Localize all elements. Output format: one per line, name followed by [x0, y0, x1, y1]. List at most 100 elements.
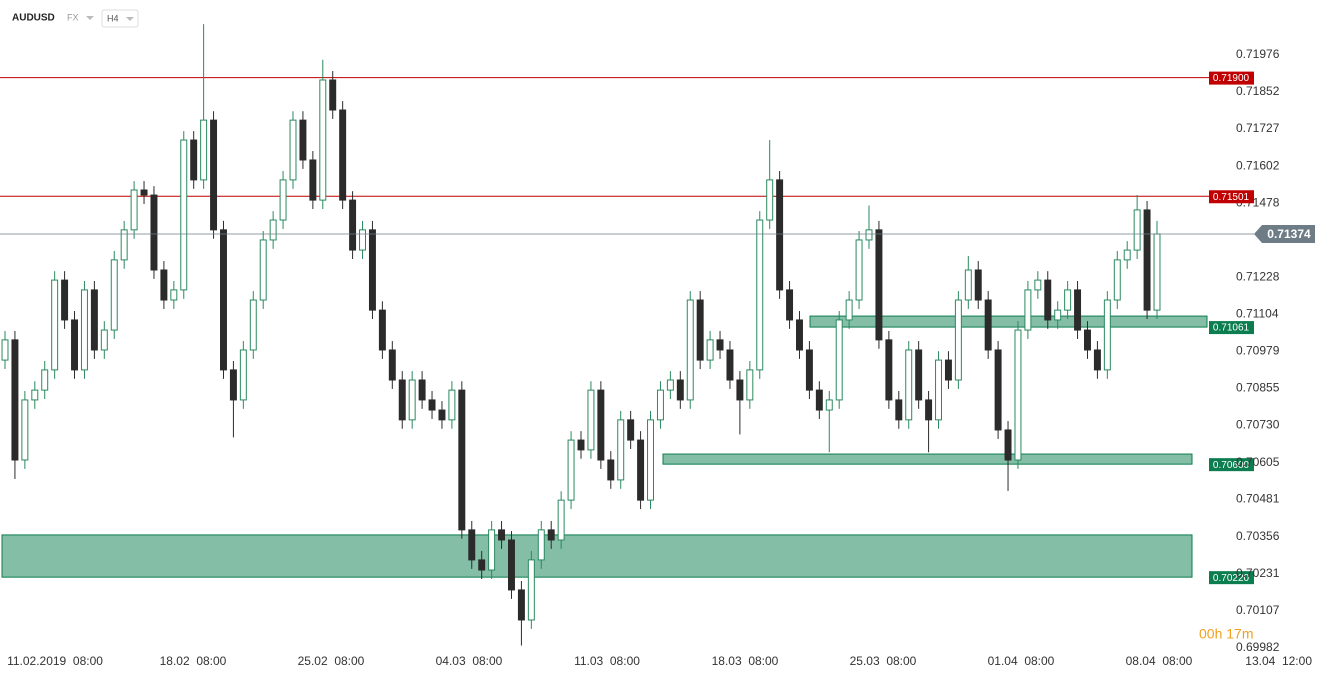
candle-body [160, 269, 168, 301]
candle-body [845, 299, 853, 321]
candle-body [1064, 289, 1072, 311]
candle-body [438, 409, 446, 421]
candle-body [448, 389, 456, 421]
candle-body [508, 539, 515, 591]
candle-body [71, 319, 78, 371]
zone-tag-label: 0.71061 [1213, 323, 1250, 334]
interval[interactable]: H4 [107, 13, 119, 23]
timer: 00h 17m [1199, 626, 1253, 642]
y-tick-label: 0.71852 [1236, 84, 1280, 98]
candle-body [706, 339, 714, 361]
x-tick-label: 04.03 08:00 [436, 654, 503, 668]
zone [1, 534, 1193, 578]
symbol: AUDUSD [12, 13, 55, 24]
candle-body [786, 289, 794, 321]
x-tick-label: 11.02.2019 08:00 [7, 654, 103, 668]
candle-body [974, 269, 982, 301]
candle-body [1084, 329, 1091, 351]
candle-body [607, 459, 615, 481]
x-tick-label: 11.03 08:00 [574, 654, 640, 668]
y-tick-label: 0.71228 [1236, 270, 1280, 284]
candle-body [557, 499, 565, 541]
y-tick-label: 0.70979 [1236, 344, 1280, 358]
candle-body [1034, 279, 1042, 291]
candle-body [120, 229, 128, 261]
candle-body [1014, 329, 1022, 461]
candle-body [51, 279, 59, 371]
level-tag [1209, 71, 1254, 85]
candle-body [388, 349, 396, 381]
candle-body [637, 439, 645, 501]
candle-body [80, 289, 88, 371]
candle-body [349, 199, 357, 251]
candle-body [329, 79, 337, 111]
current-price-label: 0.71374 [1267, 227, 1311, 241]
candle-body [359, 229, 366, 251]
zone-tag-label: 0.70220 [1213, 573, 1250, 584]
candle-body [686, 299, 694, 401]
y-tick-label: 0.70481 [1236, 492, 1280, 506]
x-tick-label: 25.02 08:00 [298, 654, 365, 668]
candle-body [418, 379, 426, 401]
candle-body [220, 229, 227, 371]
candle-body [140, 189, 148, 196]
candle-body [835, 319, 843, 401]
candle-body [736, 379, 744, 401]
y-tick-label: 0.70231 [1236, 566, 1280, 580]
y-tick-label: 0.71602 [1236, 158, 1280, 172]
level-tag [1209, 190, 1254, 204]
candle-body [31, 389, 39, 401]
candle-body [239, 349, 247, 401]
candle-body [587, 389, 595, 451]
candle-body [1044, 279, 1052, 321]
candle-body [964, 269, 972, 301]
candle-body [1054, 309, 1062, 321]
candle-body [1123, 249, 1131, 261]
candle-body [1004, 429, 1012, 461]
x-tick-label: 13.04 12:00 [1245, 654, 1312, 668]
y-tick-label: 0.71727 [1236, 121, 1280, 135]
candle-body [855, 239, 863, 301]
candle-body [895, 399, 903, 421]
candle-body [90, 289, 98, 351]
candle-body [1113, 259, 1121, 301]
candle-body [488, 529, 496, 571]
level-tag-label: 0.71501 [1213, 192, 1250, 203]
candle-body [915, 349, 923, 401]
candle-body [468, 529, 476, 561]
candle-body [200, 119, 208, 181]
candle-body [229, 369, 237, 401]
candle-body [994, 349, 1002, 431]
candle-body [478, 559, 486, 571]
candle-body [319, 79, 327, 201]
market-caret[interactable] [86, 16, 94, 20]
candle-body [279, 179, 287, 221]
interval-box[interactable] [101, 9, 139, 28]
candle-body [190, 139, 198, 181]
candle-body [647, 419, 654, 501]
candle-body [110, 259, 118, 331]
y-tick-label: 0.70107 [1236, 603, 1280, 617]
candle-body [756, 219, 764, 371]
candle-body [944, 359, 952, 381]
interval-caret[interactable] [126, 17, 134, 21]
zone-tag [1209, 571, 1254, 585]
candle-body [210, 119, 218, 231]
candle-body [249, 299, 257, 351]
zone-tag [1209, 321, 1254, 335]
candle-body [776, 179, 784, 291]
candle-body [935, 359, 942, 421]
y-tick-label: 0.70356 [1236, 529, 1280, 543]
x-tick-label: 18.03 08:00 [712, 654, 779, 668]
candle-body [796, 319, 803, 351]
candle-body [1093, 349, 1101, 371]
candle-body [1024, 289, 1032, 331]
market[interactable]: FX [67, 12, 79, 22]
candle-body [766, 179, 774, 221]
y-tick-label: 0.70605 [1236, 455, 1280, 469]
candle-body [567, 439, 575, 501]
candle-body [408, 379, 416, 421]
zone [662, 453, 1193, 465]
zone-tag-label: 0.70600 [1213, 460, 1250, 471]
